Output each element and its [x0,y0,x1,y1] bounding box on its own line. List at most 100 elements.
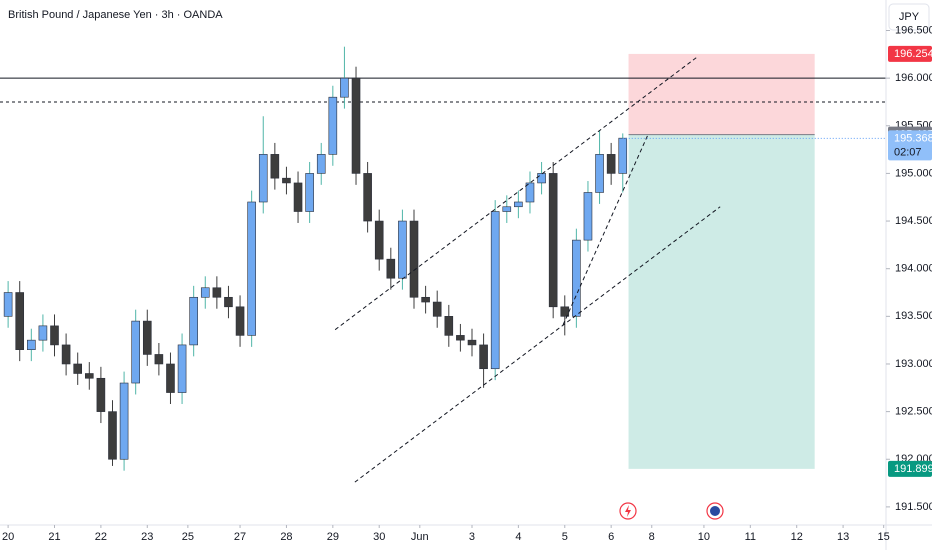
candle-body [444,316,454,336]
x-tick-label: 12 [791,531,803,543]
stop-tag-label: 196.254 [894,48,932,60]
candle-body [235,306,245,336]
candle-body [200,287,210,298]
candle-body [224,296,233,308]
candle-body [189,296,198,346]
candle-body [479,344,488,370]
event-icons [619,502,724,520]
candle-body [351,77,361,174]
flag-icon [710,506,720,516]
candle-body [108,411,117,460]
candle-body [537,173,546,184]
candle-body [606,154,616,174]
candle-body [38,325,48,341]
candle-body [432,301,442,317]
candle-body [595,154,604,193]
candle-body [27,339,36,350]
candle-body [177,344,187,393]
y-tick-label: 192.500 [895,406,932,418]
candle-body [96,377,106,412]
target-zone [628,134,815,469]
candle-body [490,211,500,370]
x-tick-label: 25 [182,531,194,543]
candle-body [409,220,419,298]
candle-body [386,258,396,279]
x-tick-label: 6 [608,531,614,543]
y-tick-label: 193.500 [895,310,932,322]
x-tick-label: 13 [837,531,849,543]
x-tick-label: 30 [373,531,385,543]
candle-body [247,201,256,336]
candle-body [15,292,25,350]
candle-body [374,220,384,260]
currency-label[interactable]: JPY [899,11,920,23]
candle-body [293,182,303,212]
countdown: 02:07 [894,146,922,158]
candle-body [572,239,581,317]
chart-title: British Pound / Japanese Yen · 3h · OAND… [8,9,223,21]
candle-body [119,382,129,460]
candle-body [548,173,558,308]
plot [0,46,886,483]
stop-tag [888,45,932,62]
x-tick-label: 23 [141,531,153,543]
candle-body [131,320,140,384]
x-tick-label: 22 [95,531,107,543]
x-tick-label: 29 [327,531,339,543]
candle-body [340,77,349,98]
candle-body [305,173,314,212]
candle-body [270,154,280,179]
candle-body [328,96,338,155]
x-tick-label: 8 [649,531,655,543]
candle-body [212,287,222,298]
candle-body [525,182,535,203]
x-tick-label: 20 [2,531,14,543]
x-tick-label: 3 [469,531,475,543]
candle-body [618,137,628,174]
y-tick-label: 196.000 [895,72,932,84]
candle-body [84,373,94,379]
candle-body [166,363,175,393]
candle-body [502,206,512,212]
candle-body [50,325,59,346]
candle-body [421,296,430,303]
x-tick-label: 27 [234,531,246,543]
trendline [354,206,721,483]
currency-button[interactable] [888,3,930,31]
candle-body [258,154,268,203]
y-tick-label: 191.500 [895,501,932,513]
x-tick-label: 10 [698,531,710,543]
last-price-tag [888,130,932,161]
y-tick-label: 196.500 [895,24,932,36]
candle-body [282,177,291,184]
x-tick-label: 21 [48,531,60,543]
last-price-tag-label: 195.368 [894,132,932,144]
candle-body [467,339,477,346]
candle-body [363,173,372,222]
x-tick-label: 5 [562,531,568,543]
x-tick-label: 4 [515,531,521,543]
y-tick-label: 195.000 [895,167,932,179]
candle-body [456,335,465,341]
candle-body [3,292,13,317]
event-icon-glyph [625,505,631,517]
candle-body [154,354,164,365]
candle-body [398,220,407,279]
candle-body [316,154,326,174]
candle-body [61,344,71,365]
candle-body [583,192,593,241]
x-tick-label: Jun [411,531,429,543]
candle-body [514,201,523,208]
target-tag [888,460,932,477]
candle-body [142,320,152,355]
x-tick-label: 11 [745,531,756,543]
y-tick-label: 194.500 [895,215,932,227]
candle-body [73,363,82,374]
target-tag-label: 191.899 [894,463,932,475]
trendline [334,56,698,331]
y-tick-label: 193.000 [895,358,932,370]
y-tick-label: 194.000 [895,263,932,275]
x-tick-label: 28 [280,531,292,543]
